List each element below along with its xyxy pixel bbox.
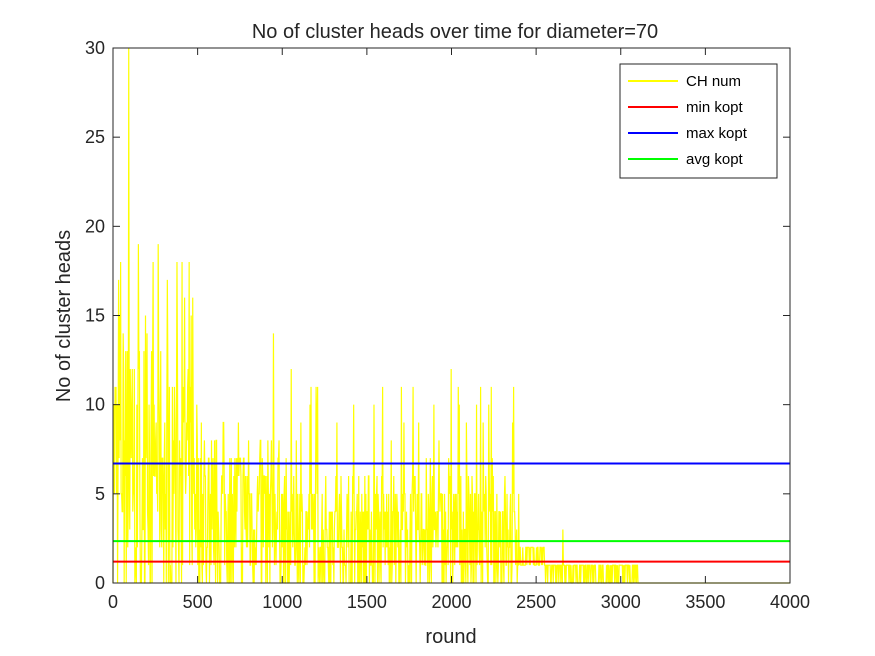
legend-label-max-kopt: max kopt xyxy=(686,125,748,142)
y-tick-label: 25 xyxy=(85,127,105,147)
y-tick-label: 30 xyxy=(85,38,105,58)
legend-label-avg-kopt: avg kopt xyxy=(686,151,744,168)
x-tick-label: 2500 xyxy=(516,592,556,612)
x-tick-label: 1500 xyxy=(347,592,387,612)
ticks-layer: 0 500 1000 1500 2000 2500 3000 3500 4000 0 5 10 15 20… xyxy=(85,38,810,612)
chart-title: No of cluster heads over time for diamet… xyxy=(252,21,658,43)
y-axis-label: No of cluster heads xyxy=(53,230,75,402)
y-tick-label: 20 xyxy=(85,216,105,236)
x-tick-label: 1000 xyxy=(262,592,302,612)
x-tick-label: 3500 xyxy=(685,592,725,612)
y-tick-label: 10 xyxy=(85,395,105,415)
y-tick-label: 15 xyxy=(85,306,105,326)
x-axis-label: round xyxy=(425,626,476,648)
x-tick-label: 3000 xyxy=(601,592,641,612)
x-tick-label: 4000 xyxy=(770,592,810,612)
x-tick-label: 500 xyxy=(183,592,213,612)
x-tick-label: 2000 xyxy=(431,592,471,612)
x-tick-label: 0 xyxy=(108,592,118,612)
legend: CH num min kopt max kopt avg kopt xyxy=(619,63,778,179)
y-tick-label: 0 xyxy=(95,573,105,593)
legend-label-min-kopt: min kopt xyxy=(686,99,744,116)
legend-label-ch-num: CH num xyxy=(686,73,741,90)
y-tick-label: 5 xyxy=(95,484,105,504)
